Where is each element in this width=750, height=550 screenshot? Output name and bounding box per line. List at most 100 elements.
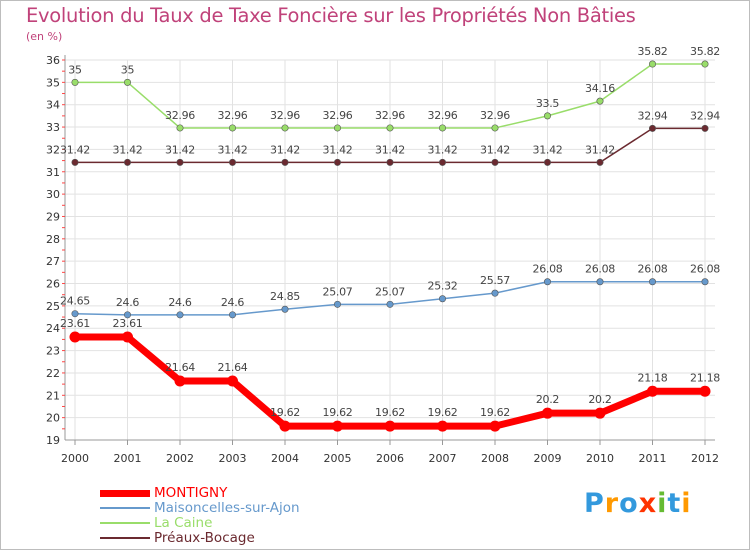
x-tick-label: 2006 [376,452,404,465]
data-point [333,124,341,132]
axes: 19 20 21 22 23 24 25 26 27 28 29 30 31 32 33 34 35 36 2000… [46,54,719,465]
data-label: 35.82 [690,45,720,58]
x-tick-label: 2000 [61,452,89,465]
data-point [596,158,604,166]
data-label: 32.96 [270,109,300,122]
data-label: 26.08 [690,263,720,276]
data-label: 19.62 [480,406,510,419]
proxiti-logo: Proxiti [584,488,692,519]
data-label: 21.64 [165,361,195,374]
data-label: 21.18 [638,371,668,384]
data-point [437,420,448,432]
data-label: 32.96 [165,109,195,122]
x-tick-label: 2003 [219,452,247,465]
x-tick-label: 2001 [114,452,142,465]
legend-swatch [100,489,150,497]
logo-letter: t [667,488,682,519]
data-point [229,124,237,132]
data-point [438,295,446,303]
legend-item: Préaux-Bocage [100,530,255,546]
data-label: 31.42 [113,143,143,156]
data-label: 35.82 [638,45,668,58]
data-point [71,310,79,318]
data-point [69,331,81,343]
data-label: 19.62 [323,406,353,419]
data-point [491,158,499,166]
data-point [699,385,711,397]
data-point [122,331,133,343]
x-tick-label: 2008 [481,452,509,465]
data-point [384,420,396,432]
data-point [594,407,606,419]
y-tick-label: 21 [46,389,60,402]
data-label: 31.42 [218,143,248,156]
data-label: 34.16 [585,82,615,95]
data-label: 33.5 [536,97,560,110]
data-point [332,420,343,432]
x-tick-label: 2002 [166,452,194,465]
data-label: 31.42 [165,143,195,156]
data-label: 26.08 [585,263,615,276]
data-point [227,375,238,387]
data-point [386,300,394,308]
data-labels: 31.42 31.42 31.42 31.42 31.42 31.42 31.42 31.42… [60,45,721,419]
data-label: 25.07 [323,285,353,298]
x-tick-label: 2012 [691,452,719,465]
legend-item: La Caine [100,515,212,531]
y-tick-label: 31 [46,166,60,179]
data-label: 21.18 [690,371,720,384]
x-tick-label: 2009 [534,452,562,465]
data-point [176,124,184,132]
data-point [648,124,656,132]
data-label: 31.42 [585,143,615,156]
x-tick-label: 2011 [639,452,667,465]
data-label: 32.96 [375,109,405,122]
x-tick-label: 2004 [271,452,299,465]
data-label: 25.57 [480,274,510,287]
data-label: 25.32 [428,280,458,293]
y-tick-label: 34 [46,99,60,112]
data-point [542,407,553,419]
logo-letter: i [681,488,692,519]
data-label: 21.64 [218,361,248,374]
x-tick-label: 2005 [324,452,352,465]
data-label: 31.42 [270,143,300,156]
data-point [176,158,184,166]
chart-title: Evolution du Taux de Taxe Foncière sur l… [26,4,636,27]
legend-item: MONTIGNY [100,485,227,501]
legend-swatch [100,522,150,524]
data-point [333,158,341,166]
legend-item: Maisoncelles-sur-Ajon [100,500,300,516]
data-point [281,124,289,132]
y-tick-label: 32 [46,143,60,156]
data-point [281,158,289,166]
data-point [438,124,446,132]
data-point [543,158,551,166]
y-tick-label: 30 [46,188,60,201]
data-label: 26.08 [533,263,563,276]
y-axis-unit: (en %) [26,30,63,43]
data-label: 31.42 [533,143,563,156]
data-point [279,420,291,432]
y-tick-label: 23 [46,345,60,358]
data-label: 32.96 [428,109,458,122]
y-tick-label: 28 [46,233,60,246]
data-point [124,158,132,166]
logo-letter: x [638,488,658,519]
legend-label: La Caine [154,515,213,531]
data-point [701,278,709,286]
data-point [701,124,709,132]
data-label: 24.6 [221,296,245,309]
data-point [596,97,604,105]
data-point [229,158,237,166]
y-tick-label: 24 [46,322,60,335]
data-label: 19.62 [270,406,300,419]
data-label: 32.94 [690,109,720,122]
data-label: 20.2 [588,393,611,406]
logo-letter: o [619,488,639,519]
data-point [71,78,79,86]
y-tick-label: 20 [46,412,60,425]
data-point [124,78,132,86]
